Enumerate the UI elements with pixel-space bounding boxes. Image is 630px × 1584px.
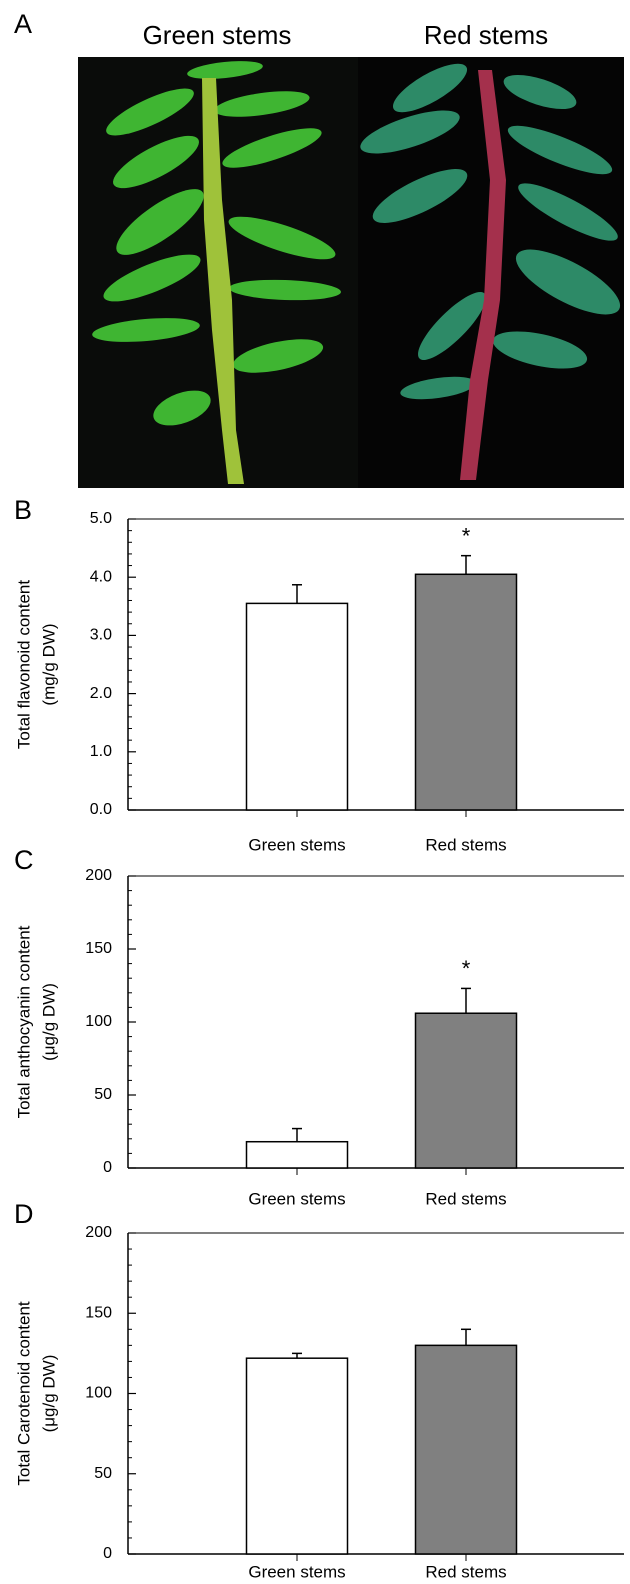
y-tick-label: 3.0	[90, 627, 112, 644]
photo-caption: Red stems	[424, 20, 548, 50]
panel-label: D	[14, 1199, 34, 1229]
bar	[414, 1344, 518, 1555]
x-tick-label: Green stems	[248, 1562, 345, 1581]
y-tick-label: 200	[85, 867, 112, 884]
y-tick-label: 50	[94, 1086, 112, 1103]
bar	[414, 573, 518, 811]
panel-label: C	[14, 845, 34, 875]
y-axis-label: (μg/g DW)	[39, 983, 58, 1061]
y-tick-label: 50	[94, 1465, 112, 1482]
y-axis-label: Total Carotenoid content	[14, 1301, 33, 1486]
x-tick-label: Red stems	[425, 1562, 506, 1581]
y-tick-label: 1.0	[90, 743, 112, 760]
x-tick-label: Green stems	[248, 835, 345, 854]
y-axis-label: Total flavonoid content	[14, 580, 33, 749]
y-axis-label: Total anthocyanin content	[14, 925, 33, 1118]
bar	[414, 1012, 518, 1169]
x-tick-label: Red stems	[425, 835, 506, 854]
y-axis-label: (mg/g DW)	[39, 623, 58, 705]
photo-caption: Green stems	[143, 20, 292, 50]
y-tick-label: 0	[103, 1159, 112, 1176]
panel-label: A	[14, 9, 32, 39]
y-tick-label: 150	[85, 1304, 112, 1321]
significance-mark: *	[462, 523, 471, 548]
y-tick-label: 0.0	[90, 801, 112, 818]
y-axis-label: (μg/g DW)	[39, 1355, 58, 1433]
bar	[245, 1357, 349, 1555]
y-tick-label: 150	[85, 940, 112, 957]
bar	[245, 602, 349, 811]
y-tick-label: 4.0	[90, 568, 112, 585]
panel-label: B	[14, 495, 32, 525]
y-tick-label: 100	[85, 1013, 112, 1030]
significance-mark: *	[462, 956, 471, 981]
y-tick-label: 2.0	[90, 685, 112, 702]
x-tick-label: Green stems	[248, 1189, 345, 1208]
x-tick-label: Red stems	[425, 1189, 506, 1208]
y-tick-label: 100	[85, 1385, 112, 1402]
y-tick-label: 5.0	[90, 510, 112, 527]
bar	[245, 1140, 349, 1169]
y-tick-label: 200	[85, 1224, 112, 1241]
photo	[78, 57, 624, 488]
y-tick-label: 0	[103, 1545, 112, 1562]
